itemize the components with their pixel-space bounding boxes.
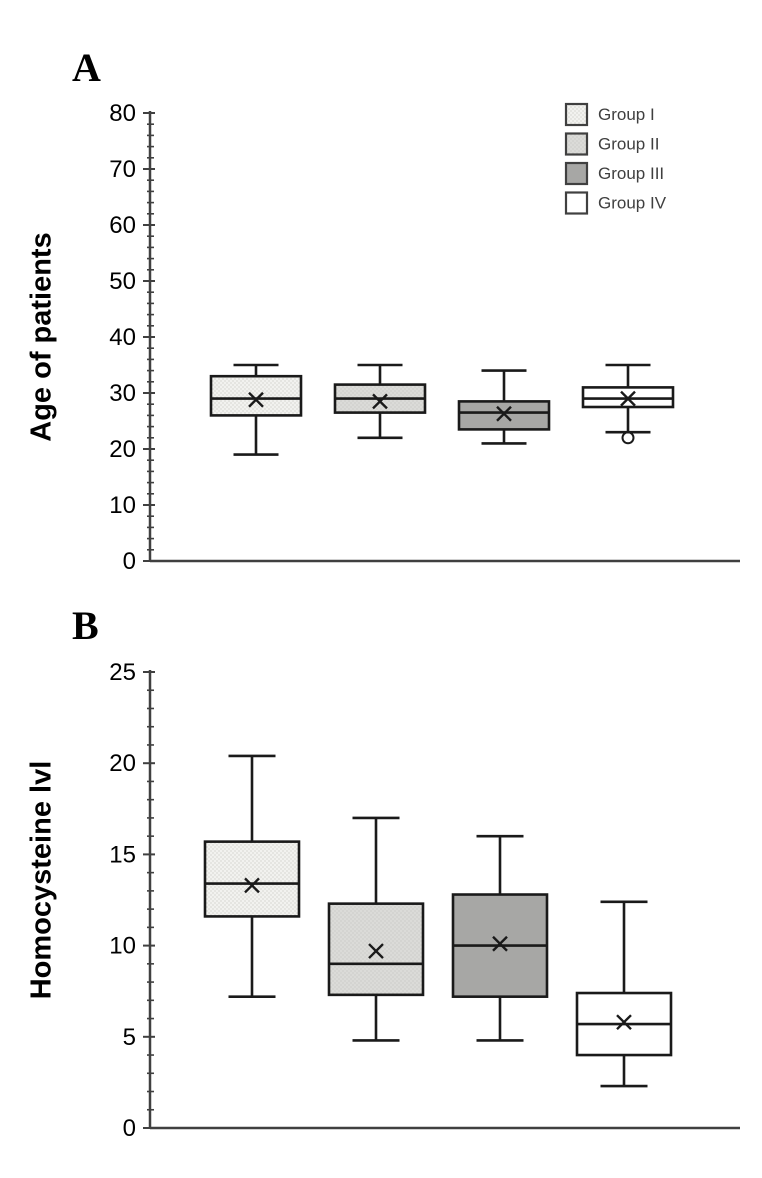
y-tick-label: 80 [109, 100, 136, 127]
legend-swatch [564, 191, 589, 215]
legend-label: Group IV [598, 194, 667, 213]
y-tick-label: 20 [109, 750, 136, 777]
y-tick-label: 40 [109, 324, 136, 351]
iqr-box [209, 374, 303, 417]
y-tick-label: 25 [109, 659, 136, 686]
legend-swatch [564, 102, 589, 127]
y-tick-label: 15 [109, 841, 136, 868]
mean-marker [492, 935, 508, 952]
y-tick-label: 60 [109, 212, 136, 239]
iqr-box [203, 840, 301, 918]
box-group-iv [575, 900, 673, 1088]
mean-marker [496, 405, 512, 422]
y-tick-label: 0 [123, 548, 136, 575]
panel-a: 0 10 20 30 40 50 60 70 80 Group I Group II Group II… [109, 100, 740, 575]
legend-label: Group I [598, 105, 655, 124]
legend-swatch [564, 132, 589, 156]
y-tick-label: 10 [109, 933, 136, 960]
mean-marker [620, 390, 636, 407]
mean-marker [244, 877, 260, 894]
y-tick-label: 5 [123, 1024, 136, 1051]
legend: Group I Group II Group III Group IV [564, 102, 667, 215]
legend-swatch [564, 161, 589, 186]
box-group-ii [333, 363, 427, 440]
y-tick-label: 10 [109, 492, 136, 519]
outlier-marker [621, 431, 635, 445]
mean-marker [248, 391, 264, 408]
y-tick-label: 70 [109, 156, 136, 183]
box-group-iii [451, 834, 549, 1042]
y-tick-label: 50 [109, 268, 136, 295]
y-tick-label: 30 [109, 380, 136, 407]
box-group-ii [327, 816, 425, 1042]
iqr-box [327, 902, 425, 997]
panel-b-label: B [72, 603, 99, 648]
legend-label: Group II [598, 135, 659, 154]
box-group-i [209, 363, 303, 456]
mean-marker [616, 1014, 632, 1031]
y-tick-label: 20 [109, 436, 136, 463]
legend-label: Group III [598, 164, 664, 183]
mean-marker [368, 943, 384, 959]
mean-marker [372, 393, 388, 410]
panel-a-label: A [72, 45, 101, 90]
panel-b: 0 5 10 15 20 25 [109, 659, 740, 1142]
box-group-iii [457, 369, 551, 445]
box-group-iv [581, 363, 675, 445]
box-group-i [203, 754, 301, 998]
y-tick-label: 0 [123, 1115, 136, 1142]
